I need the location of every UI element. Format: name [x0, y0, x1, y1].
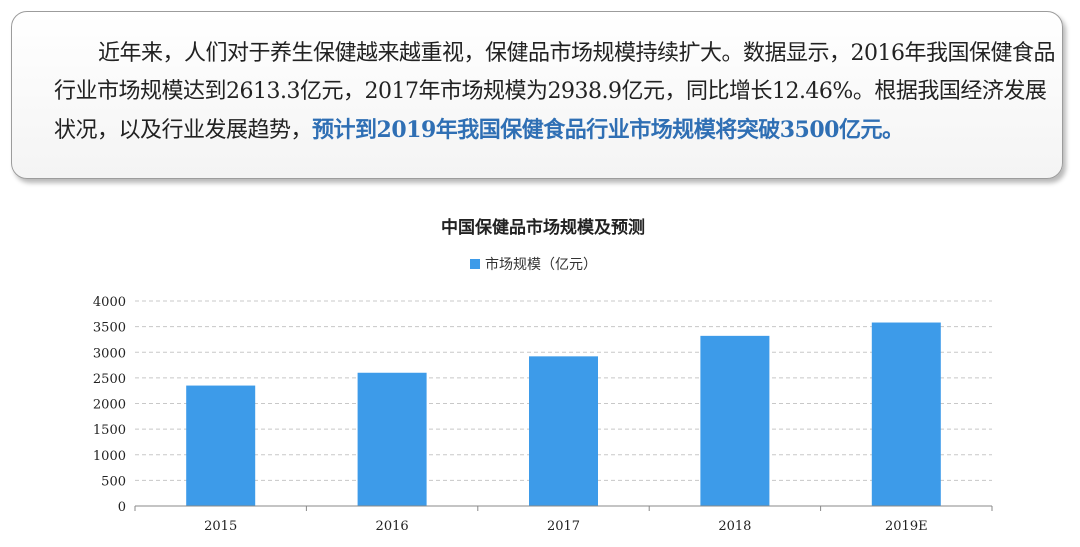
bar-2019E: [871, 322, 941, 506]
y-tick-label: 2500: [93, 372, 126, 387]
bar-2017: [529, 356, 598, 506]
intro-callout: 近年来，人们对于养生保健越来越重视，保健品市场规模持续扩大。数据显示，2016年…: [11, 11, 1063, 179]
y-tick-label: 1500: [93, 423, 126, 438]
legend-label: 市场规模（亿元）: [485, 256, 597, 273]
y-tick-label: 0: [118, 500, 126, 515]
x-tick-label: 2018: [718, 519, 751, 534]
y-tick-label: 1000: [93, 449, 126, 464]
x-tick-label: 2017: [547, 519, 580, 534]
y-tick-label: 500: [101, 474, 126, 489]
y-axis-ticks: 0 500 1000 1500 2000 2500 3000 3500 4000: [93, 295, 126, 515]
intro-paragraph: 近年来，人们对于养生保健越来越重视，保健品市场规模持续扩大。数据显示，2016年…: [54, 35, 1064, 150]
x-tick-label: 2019E: [885, 519, 928, 534]
intro-text: 近年来，人们对于养生保健越来越重视，保健品市场规模持续扩大。数据显示，2016年…: [54, 41, 1056, 143]
market-size-bar-chart: 中国保健品市场规模及预测 市场规模（亿元） 0 500 1000 1500 2000 25…: [93, 217, 993, 534]
legend-swatch: [470, 259, 480, 269]
y-tick-label: 3000: [93, 346, 126, 361]
bars: [186, 322, 941, 506]
x-axis-ticks: 2015 2016 2017 2018 2019E: [134, 506, 993, 534]
chart-legend: 市场规模（亿元）: [470, 256, 597, 273]
y-tick-label: 3500: [93, 321, 126, 336]
intro-highlight: 预计到2019年我国保健食品行业市场规模将突破3500亿元。: [312, 117, 904, 143]
bar-2018: [700, 335, 770, 506]
x-tick-label: 2015: [204, 519, 237, 534]
bar-2015: [186, 385, 256, 506]
bar-2016: [357, 372, 427, 506]
y-tick-label: 2000: [93, 398, 126, 413]
x-tick-label: 2016: [376, 519, 409, 534]
chart-title: 中国保健品市场规模及预测: [441, 217, 645, 238]
y-tick-label: 4000: [93, 295, 126, 310]
